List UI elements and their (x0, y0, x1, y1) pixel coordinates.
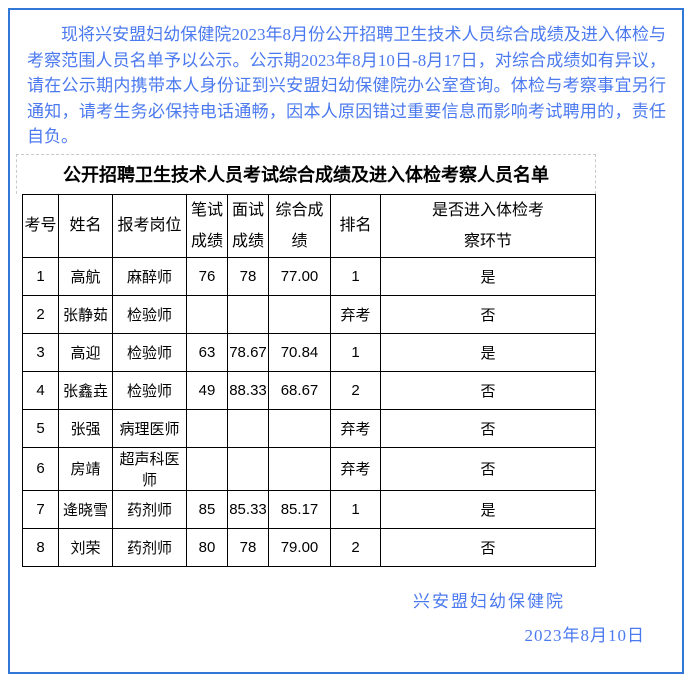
notice-paragraph: 现将兴安盟妇幼保健院2023年8月份公开招聘卫生技术人员综合成绩及进入体检与考察… (27, 25, 666, 146)
table-cell (186, 294, 228, 334)
table-cell: 麻醉师 (112, 256, 187, 296)
table-cell: 是 (380, 489, 596, 529)
table-cell: 张静茹 (58, 294, 113, 334)
header-cell-6: 排名 (330, 193, 381, 258)
table-cell: 否 (380, 408, 596, 448)
signature-date-row: 2023年8月10日 (0, 621, 693, 646)
header-cell-label: 笔试成绩 (190, 201, 223, 250)
table-cell (227, 294, 269, 334)
header-cell-label: 是否进入体检考察环节 (431, 201, 544, 250)
table-cell: 68.67 (268, 370, 331, 410)
table-cell (186, 446, 228, 491)
header-cell-5: 综合成绩 (268, 193, 331, 258)
header-cell-label: 排名 (339, 217, 372, 234)
table-cell: 3 (22, 332, 59, 372)
table-cell: 80 (186, 527, 228, 567)
table-cell: 张鑫垚 (58, 370, 113, 410)
header-cell-1: 姓名 (58, 193, 113, 258)
table-cell: 6 (22, 446, 59, 491)
header-cell-7: 是否进入体检考察环节 (380, 193, 596, 258)
table-cell: 78 (227, 256, 269, 296)
title-frame: 公开招聘卫生技术人员考试综合成绩及进入体检考察人员名单 (16, 153, 596, 194)
table-cell: 1 (22, 256, 59, 296)
table-row: 5 张强 病理医师 弃考否 (22, 408, 596, 448)
table-cell: 张强 (58, 408, 113, 448)
table-cell: 是 (380, 332, 596, 372)
table-cell: 高迎 (58, 332, 113, 372)
table-row: 8 刘荣 药剂师 80 78 79.00 2 否 (22, 527, 596, 567)
table-cell: 弃考 (330, 408, 381, 448)
results-table: 考号 姓名 报考岗位 笔试成绩 面试成绩 综合成绩 排名 是否进入体检考察环节 1 高航 麻醉师 7… (22, 193, 596, 567)
signature-organization: 兴安盟妇幼保健院 (413, 591, 565, 611)
table-cell: 8 (22, 527, 59, 567)
table-cell: 1 (330, 489, 381, 529)
table-cell: 1 (330, 332, 381, 372)
table-row: 3 高迎 检验师 63 78.67 70.84 1 是 (22, 332, 596, 372)
table-cell (186, 408, 228, 448)
table-cell: 49 (186, 370, 228, 410)
table-cell: 检验师 (112, 294, 187, 334)
header-cell-2: 报考岗位 (112, 193, 187, 258)
table-row: 2 张静茹 检验师 弃考否 (22, 294, 596, 334)
table-cell: 2 (330, 370, 381, 410)
table-cell: 76 (186, 256, 228, 296)
header-cell-label: 考号 (24, 217, 57, 234)
table-cell: 是 (380, 256, 596, 296)
announcement-page: 现将兴安盟妇幼保健院2023年8月份公开招聘卫生技术人员综合成绩及进入体检与考察… (0, 8, 693, 674)
table-cell: 否 (380, 446, 596, 491)
table-cell: 78 (227, 527, 269, 567)
signature-organization-row: 兴安盟妇幼保健院 (0, 587, 693, 612)
header-cell-0: 考号 (22, 193, 59, 258)
table-cell: 77.00 (268, 256, 331, 296)
table-cell: 检验师 (112, 370, 187, 410)
header-cell-label: 综合成绩 (275, 201, 324, 250)
table-row: 7 逄晓雪 药剂师 85 85.33 85.17 1 是 (22, 489, 596, 529)
table-cell: 超声科医师 (112, 446, 187, 491)
table-cell (268, 294, 331, 334)
table-cell: 85.33 (227, 489, 269, 529)
table-cell: 弃考 (330, 294, 381, 334)
table-cell: 2 (22, 294, 59, 334)
table-cell: 逄晓雪 (58, 489, 113, 529)
table-cell: 63 (186, 332, 228, 372)
table-cell: 检验师 (112, 332, 187, 372)
table-cell: 房靖 (58, 446, 113, 491)
table-cell (227, 408, 269, 448)
table-cell (268, 446, 331, 491)
header-cell-label: 报考岗位 (117, 217, 182, 234)
table-title: 公开招聘卫生技术人员考试综合成绩及进入体检考察人员名单 (63, 165, 549, 185)
table-cell: 刘荣 (58, 527, 113, 567)
table-row: 6 房靖 超声科医师 弃考否 (22, 446, 596, 491)
table-cell (268, 408, 331, 448)
header-cell-label: 面试成绩 (231, 201, 264, 250)
table-cell: 否 (380, 527, 596, 567)
table-cell: 85 (186, 489, 228, 529)
table-cell: 2 (330, 527, 381, 567)
header-cell-label: 姓名 (69, 217, 102, 234)
signature-date: 2023年8月10日 (524, 625, 645, 645)
table-body: 1 高航 麻醉师 76 78 77.00 1 是 2 张静茹 检验师 弃考否 3 高迎 检验师 63 78.67… (22, 256, 596, 567)
table-cell: 高航 (58, 256, 113, 296)
table-cell: 79.00 (268, 527, 331, 567)
table-cell: 病理医师 (112, 408, 187, 448)
table-row: 1 高航 麻醉师 76 78 77.00 1 是 (22, 256, 596, 296)
table-cell: 78.67 (227, 332, 269, 372)
header-cell-3: 笔试成绩 (186, 193, 228, 258)
table-cell: 7 (22, 489, 59, 529)
table-row: 4 张鑫垚 检验师 49 88.33 68.67 2 否 (22, 370, 596, 410)
table-cell: 4 (22, 370, 59, 410)
header-row: 考号 姓名 报考岗位 笔试成绩 面试成绩 综合成绩 排名 是否进入体检考察环节 (22, 193, 596, 258)
table-cell: 药剂师 (112, 489, 187, 529)
table-cell: 否 (380, 370, 596, 410)
table-cell: 70.84 (268, 332, 331, 372)
table-cell: 85.17 (268, 489, 331, 529)
table-cell: 1 (330, 256, 381, 296)
table-cell: 弃考 (330, 446, 381, 491)
table-cell: 否 (380, 294, 596, 334)
table-cell: 88.33 (227, 370, 269, 410)
table-cell (227, 446, 269, 491)
table-cell: 5 (22, 408, 59, 448)
header-cell-4: 面试成绩 (227, 193, 269, 258)
table-cell: 药剂师 (112, 527, 187, 567)
